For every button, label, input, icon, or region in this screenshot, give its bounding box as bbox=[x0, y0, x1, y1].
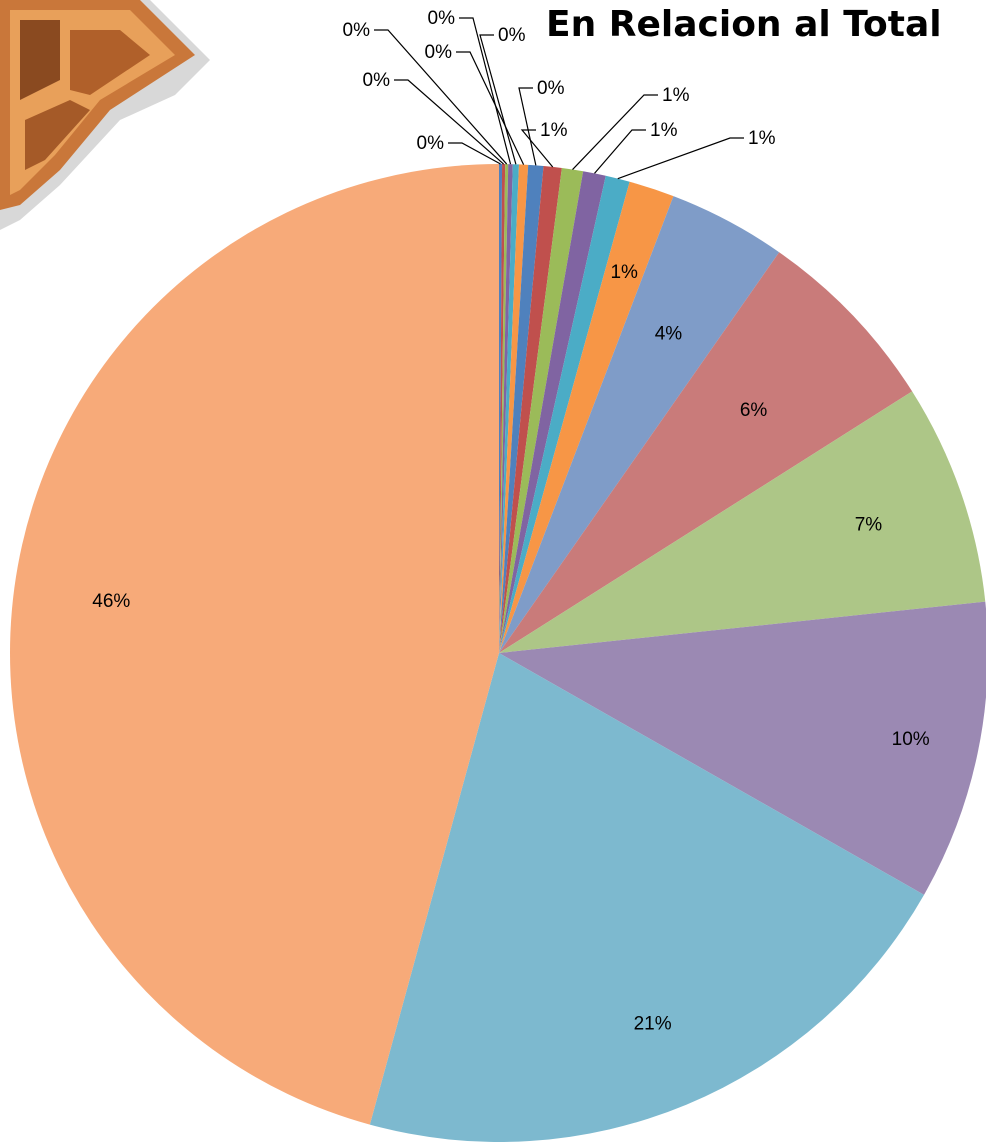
pie-slice bbox=[499, 164, 506, 653]
leader-line bbox=[459, 17, 512, 165]
pie-slice bbox=[499, 164, 529, 653]
pie-slice bbox=[499, 252, 913, 653]
pie-slice bbox=[499, 196, 780, 653]
slice-label: 0% bbox=[343, 20, 371, 41]
pie-slice bbox=[499, 164, 513, 653]
pie-slice bbox=[499, 168, 584, 653]
leader-line bbox=[572, 94, 658, 170]
pie-slice bbox=[499, 171, 606, 653]
pie-slice bbox=[499, 166, 562, 653]
slice-labels: 0% 0% 0% 0% 0% 0% 0% 1% 1% 1% 1% 1% 4% 6% 7% 10% 21% 46% bbox=[92, 8, 929, 1034]
pie-slice bbox=[369, 653, 925, 1142]
slice-label: 0% bbox=[363, 70, 391, 91]
pie-slice bbox=[499, 175, 630, 653]
pie-slice bbox=[499, 601, 986, 895]
leader-line bbox=[518, 87, 537, 166]
slice-label: 1% bbox=[748, 128, 776, 149]
leader-line bbox=[394, 79, 505, 165]
pie-slice bbox=[10, 164, 500, 1125]
leader-lines bbox=[374, 17, 744, 180]
leader-line bbox=[617, 137, 744, 180]
leader-line bbox=[594, 129, 646, 174]
pie-slice bbox=[499, 181, 674, 654]
slice-label: 1% bbox=[540, 120, 568, 141]
pie-slice bbox=[499, 164, 503, 653]
leader-line bbox=[448, 142, 501, 165]
leader-line bbox=[374, 29, 508, 165]
pie-slice bbox=[499, 164, 519, 653]
slice-label: 0% bbox=[498, 25, 526, 46]
slice-label: 1% bbox=[662, 85, 690, 106]
slice-label: 7% bbox=[855, 514, 883, 535]
slice-label: 0% bbox=[417, 133, 445, 154]
slice-label: 21% bbox=[634, 1013, 672, 1034]
pie-slice bbox=[499, 164, 509, 653]
corner-logo bbox=[0, 0, 210, 230]
slice-label: 1% bbox=[650, 120, 678, 141]
pie-slice bbox=[499, 164, 544, 653]
slice-label: 0% bbox=[537, 78, 565, 99]
leader-line bbox=[456, 51, 525, 165]
slice-label: 46% bbox=[92, 591, 130, 612]
leader-line bbox=[479, 34, 517, 165]
slice-label: 4% bbox=[655, 323, 683, 344]
pie-slices bbox=[10, 164, 986, 1142]
leader-line bbox=[520, 129, 554, 168]
slice-label: 0% bbox=[428, 8, 456, 29]
pie-slice bbox=[499, 391, 986, 653]
slice-label: 1% bbox=[610, 262, 638, 283]
slice-label: 0% bbox=[425, 42, 453, 63]
chart-title: En Relacion al Total bbox=[546, 4, 942, 45]
slice-label: 10% bbox=[892, 729, 930, 750]
slice-label: 6% bbox=[740, 400, 768, 421]
